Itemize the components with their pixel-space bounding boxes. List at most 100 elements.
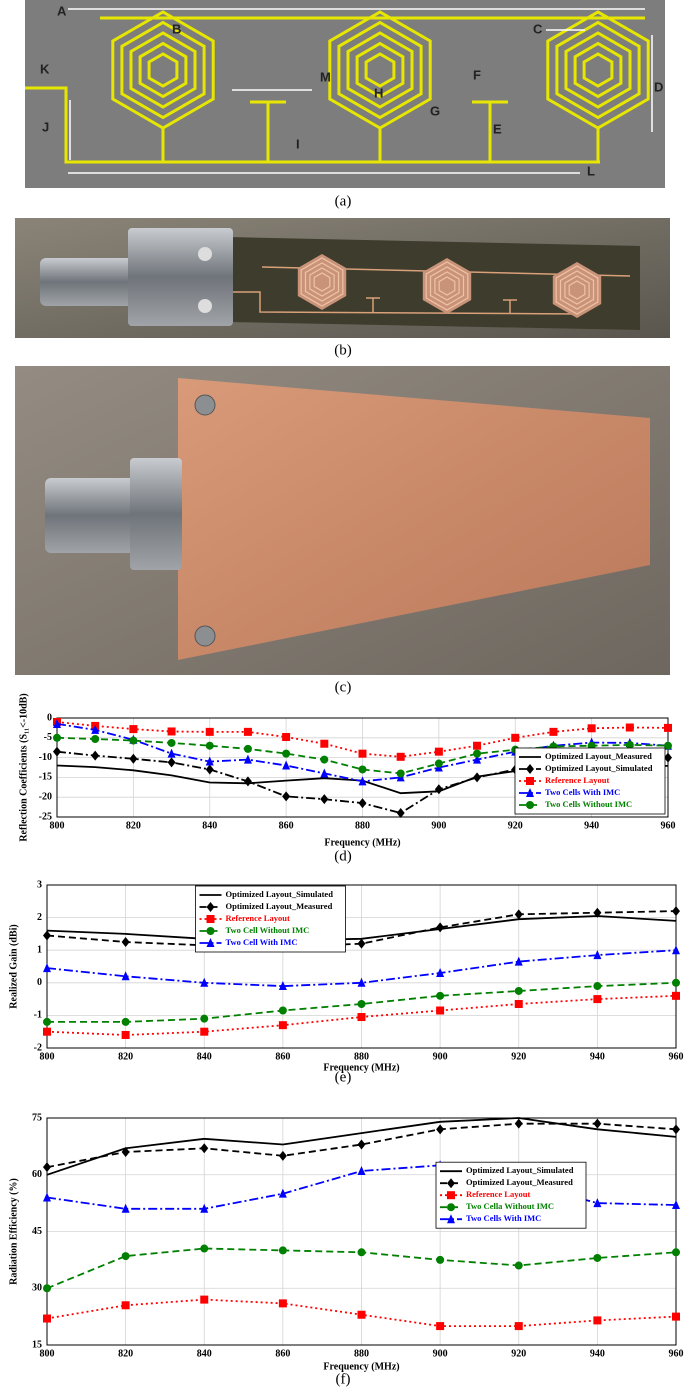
marker	[511, 734, 519, 742]
marker	[436, 1007, 444, 1015]
marker	[447, 1203, 455, 1211]
x-axis-label: Frequency (MHz)	[323, 1062, 399, 1073]
x-tick-label: 820	[126, 820, 141, 831]
panel-label: (d)	[334, 848, 352, 864]
panel-label: (a)	[335, 193, 352, 209]
dimension-label: L	[587, 163, 595, 178]
y-tick-label: 2	[37, 912, 42, 923]
marker	[436, 992, 444, 1000]
x-tick-label: 900	[431, 820, 446, 831]
marker	[244, 728, 252, 736]
y-tick-label: -10	[39, 752, 52, 763]
screw	[195, 626, 215, 646]
legend-label: Two Cells With IMC	[466, 1213, 541, 1223]
marker	[435, 760, 443, 768]
marker	[672, 992, 680, 1000]
y-tick-label: -15	[39, 772, 52, 783]
marker	[358, 1311, 366, 1319]
legend-label: Two Cell Without IMC	[226, 925, 310, 935]
y-axis-label: Radiation Efficiency (%)	[8, 1178, 19, 1285]
marker	[91, 735, 99, 743]
marker	[593, 995, 601, 1003]
marker	[397, 769, 405, 777]
dimension-label: M	[320, 69, 331, 84]
x-tick-label: 880	[355, 820, 370, 831]
marker	[244, 745, 252, 753]
connector-flange	[130, 458, 182, 570]
x-tick-label: 960	[669, 1051, 684, 1062]
marker	[320, 740, 328, 748]
panel-label: (b)	[334, 342, 352, 358]
marker	[358, 1013, 366, 1021]
dimension-label: C	[533, 21, 543, 36]
marker	[515, 987, 523, 995]
dimension-label: B	[172, 21, 181, 36]
x-tick-label: 920	[511, 1348, 526, 1359]
legend-label: Optimized Layout_Simulated	[545, 763, 653, 773]
marker	[279, 1246, 287, 1254]
screw	[198, 247, 212, 261]
marker	[664, 724, 672, 732]
x-tick-label: 820	[118, 1051, 133, 1062]
marker	[435, 748, 443, 756]
x-tick-label: 960	[669, 1348, 684, 1359]
marker	[43, 1018, 51, 1026]
y-tick-label: -20	[39, 791, 52, 802]
figure: A B C D E F G H I J K L M (a) (b) (c) (d…	[0, 0, 686, 1389]
marker	[359, 765, 367, 773]
dimension-label: A	[57, 3, 67, 18]
y-tick-label: 1	[37, 944, 42, 955]
marker	[672, 979, 680, 987]
y-tick-label: 30	[32, 1283, 42, 1294]
legend-label: Reference Layout	[466, 1189, 530, 1199]
y-tick-label: 45	[32, 1226, 42, 1237]
x-tick-label: 900	[433, 1348, 448, 1359]
dimension-label: G	[430, 103, 440, 118]
marker	[200, 1015, 208, 1023]
marker	[526, 801, 534, 809]
y-tick-label: 3	[37, 879, 42, 890]
marker	[122, 1031, 130, 1039]
screw	[198, 299, 212, 313]
x-tick-label: 940	[584, 820, 599, 831]
x-axis-label: Frequency (MHz)	[323, 1361, 399, 1372]
marker	[358, 1248, 366, 1256]
marker	[122, 1252, 130, 1260]
marker	[515, 1262, 523, 1270]
connector-flange	[128, 228, 233, 326]
x-tick-label: 840	[197, 1051, 212, 1062]
legend-label: Reference Layout	[545, 775, 609, 785]
marker	[320, 756, 328, 764]
dimension-label: H	[374, 85, 383, 100]
marker	[53, 734, 61, 742]
y-tick-label: -1	[34, 1010, 42, 1021]
legend-label: Reference Layout	[226, 913, 290, 923]
marker	[43, 1284, 51, 1292]
y-axis-label: Realized Gain (dBi)	[8, 924, 19, 1008]
marker	[549, 728, 557, 736]
y-tick-label: -2	[34, 1042, 42, 1053]
x-tick-label: 860	[279, 820, 294, 831]
panel-label: (f)	[336, 1371, 351, 1387]
marker	[279, 1299, 287, 1307]
marker	[473, 742, 481, 750]
screw	[195, 395, 215, 415]
marker	[279, 1007, 287, 1015]
legend-label: Two Cell With IMC	[226, 937, 298, 947]
legend-label: Optimized Layout_Measured	[466, 1177, 573, 1187]
x-tick-label: 880	[354, 1051, 369, 1062]
y-tick-label: 75	[32, 1112, 42, 1123]
legend-label: Two Cella Without IMC	[466, 1201, 554, 1211]
y-tick-label: 0	[47, 712, 52, 723]
marker	[526, 777, 534, 785]
marker	[397, 753, 405, 761]
marker	[168, 727, 176, 735]
marker	[206, 728, 214, 736]
marker	[122, 1301, 130, 1309]
x-tick-label: 900	[433, 1051, 448, 1062]
x-axis-label: Frequency (MHz)	[324, 837, 400, 848]
panel-label: (c)	[335, 679, 352, 695]
marker	[282, 733, 290, 741]
connector-thread	[40, 258, 135, 306]
marker	[122, 1018, 130, 1026]
